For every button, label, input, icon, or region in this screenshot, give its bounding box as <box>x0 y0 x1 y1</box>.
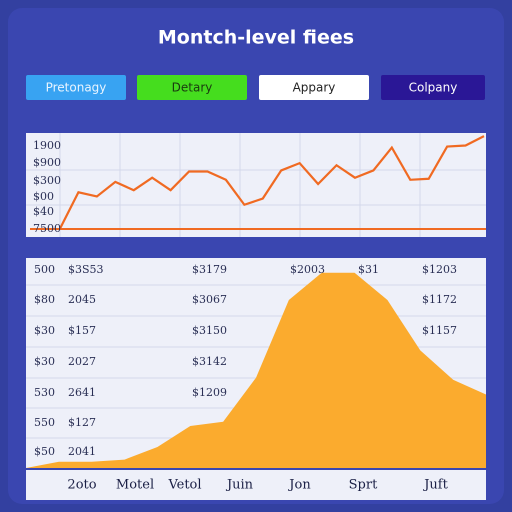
area <box>26 272 486 468</box>
cell-label: $3067 <box>192 293 227 306</box>
cell-label: $1209 <box>192 386 227 399</box>
x-tick-label: Juin <box>225 478 254 493</box>
tab-bg[interactable] <box>26 75 126 100</box>
cell-label: $1157 <box>422 324 457 337</box>
cell-label: 2641 <box>68 386 96 399</box>
cell-label: 2041 <box>68 445 96 458</box>
y-label: $50 <box>34 445 55 458</box>
line <box>59 135 485 230</box>
tab-bg[interactable] <box>259 75 369 100</box>
tab[interactable]: Colpany <box>409 81 458 95</box>
cell-label: $1172 <box>422 293 457 306</box>
y-label: 7500 <box>33 222 61 235</box>
x-tick-label: Jon <box>287 478 311 493</box>
y-label: 500 <box>34 263 55 276</box>
tabs: Pretonagy Detary Appary Colpany <box>26 75 485 100</box>
cell-label: $3142 <box>192 355 227 368</box>
x-tick-label: Motel <box>116 478 154 493</box>
cell-label: $3179 <box>192 263 227 276</box>
cell-label: 2045 <box>68 293 96 306</box>
x-axis-strip <box>26 470 486 500</box>
x-tick-label: Sprt <box>349 478 378 493</box>
y-label: $300 <box>33 174 61 187</box>
cell-label: $3150 <box>192 324 227 337</box>
line-panel <box>26 133 486 237</box>
cell-label: $1203 <box>422 263 457 276</box>
tab-bg[interactable] <box>137 75 247 100</box>
title: Montch-level fiees <box>158 27 354 49</box>
y-label: 1900 <box>33 139 61 152</box>
cell-label: $2003 <box>290 263 325 276</box>
tab[interactable]: Detary <box>172 81 213 95</box>
y-label: $30 <box>34 324 55 337</box>
x-tick-label: Juft <box>422 478 448 493</box>
cell-label: 2027 <box>68 355 96 368</box>
x-tick-label: 2oto <box>67 478 96 493</box>
cell-label: $157 <box>68 324 96 337</box>
tab[interactable]: Pretonagy <box>46 81 107 95</box>
y-label: $30 <box>34 355 55 368</box>
y-label: 550 <box>34 416 55 429</box>
tab[interactable]: Appary <box>293 81 336 95</box>
cell-label: $31 <box>358 263 379 276</box>
y-label: 530 <box>34 386 55 399</box>
y-label: $900 <box>33 156 61 169</box>
cell-label: $3S53 <box>68 263 104 276</box>
x-tick-label: Vetol <box>167 478 201 493</box>
y-label: $40 <box>33 205 54 218</box>
y-label: $00 <box>33 190 54 203</box>
y-label: $80 <box>34 293 55 306</box>
cell-label: $127 <box>68 416 96 429</box>
tab-bg[interactable] <box>381 75 485 100</box>
